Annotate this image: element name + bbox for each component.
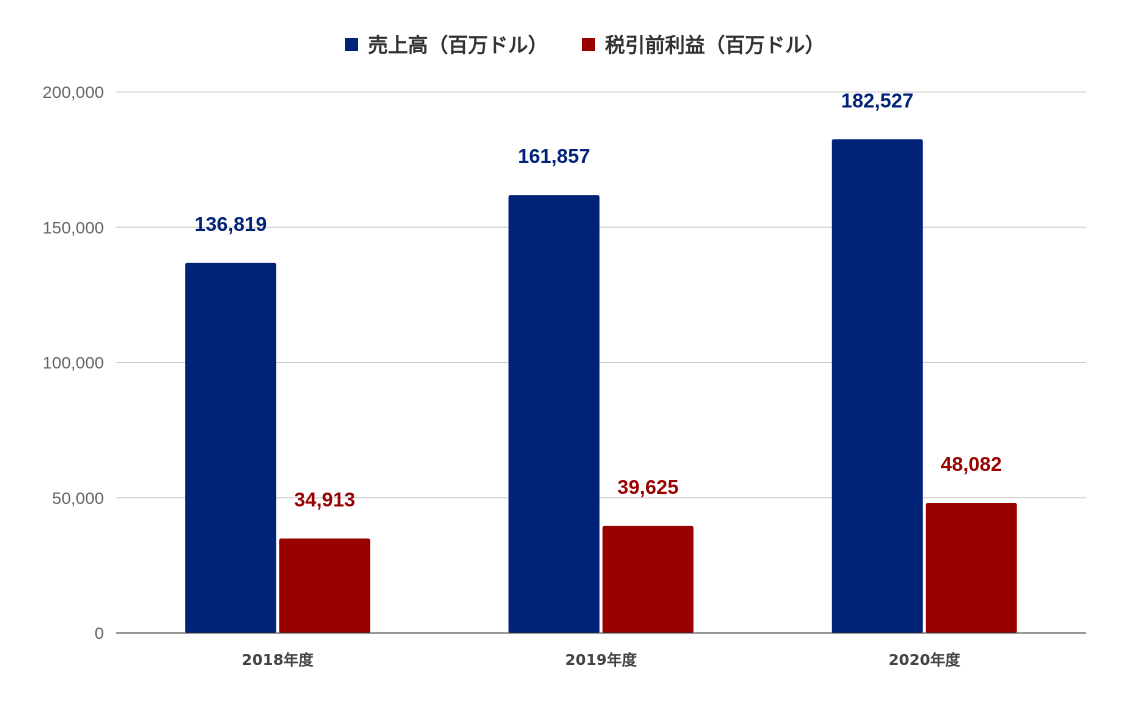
legend-label: 税引前利益（百万ドル） (605, 33, 825, 57)
bar-pretax-profit (602, 525, 694, 633)
bar-sales (831, 139, 923, 633)
data-label: 39,625 (617, 477, 678, 499)
x-tick-label: 2018年度 (242, 651, 315, 669)
x-tick-label: 2020年度 (888, 651, 961, 669)
bar-pretax-profit (925, 502, 1017, 633)
bar-sales (185, 262, 277, 633)
y-tick-label: 150,000 (43, 218, 104, 237)
legend-label: 売上高（百万ドル） (368, 33, 548, 57)
data-label: 34,913 (294, 490, 355, 512)
data-label: 182,527 (841, 90, 913, 112)
y-tick-label: 50,000 (52, 489, 104, 508)
y-tick-label: 200,000 (43, 83, 104, 102)
data-label: 161,857 (518, 146, 590, 168)
data-labels: 136,819 34,913 161,857 39,625 182,527 48,082 (195, 90, 1002, 511)
y-tick-label: 0 (95, 624, 104, 643)
legend: 売上高（百万ドル） 税引前利益（百万ドル） (345, 33, 825, 57)
bar-pretax-profit (279, 538, 371, 633)
x-tick-label: 2019年度 (565, 651, 638, 669)
data-label: 48,082 (941, 454, 1002, 476)
x-axis: 2018年度 2019年度 2020年度 (116, 632, 1086, 669)
y-tick-label: 100,000 (43, 354, 104, 373)
bar-sales (508, 195, 600, 633)
y-axis: 0 50,000 100,000 150,000 200,000 (43, 83, 104, 643)
gridlines (116, 91, 1086, 499)
bars (185, 139, 1017, 633)
data-label: 136,819 (195, 214, 267, 236)
legend-swatch (345, 38, 358, 51)
legend-swatch (582, 38, 595, 51)
